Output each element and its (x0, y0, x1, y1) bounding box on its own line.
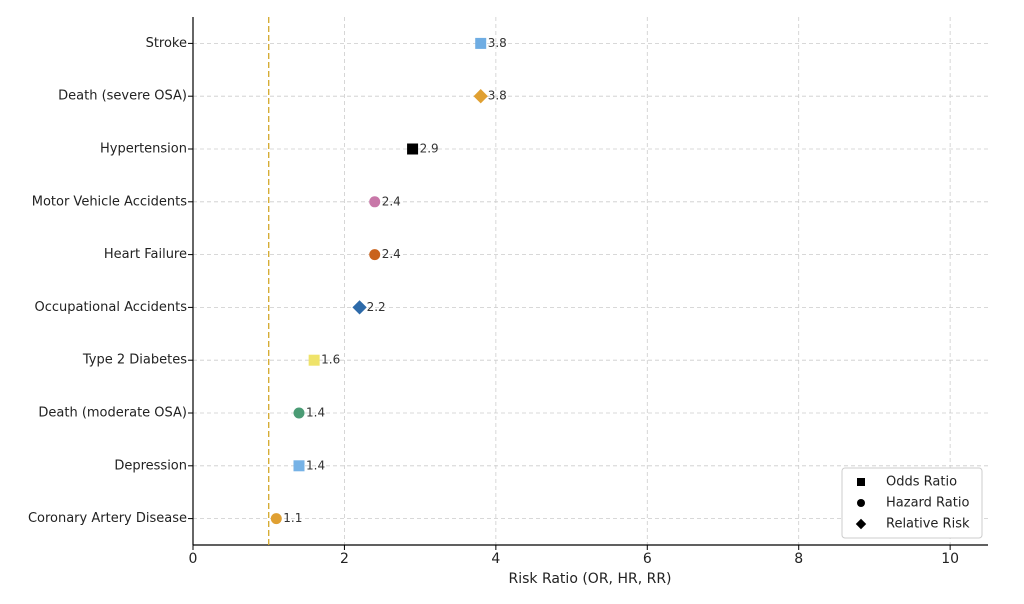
y-tick-label: Heart Failure (104, 247, 187, 262)
value-label: 3.8 (488, 89, 507, 103)
x-tick-label: 10 (941, 551, 959, 567)
point (293, 460, 305, 472)
x-axis-label: Risk Ratio (OR, HR, RR) (508, 571, 671, 587)
x-tick-label: 8 (794, 551, 803, 567)
y-tick-label: Death (moderate OSA) (38, 406, 187, 421)
point (369, 249, 381, 261)
y-tick-label: Occupational Accidents (34, 300, 187, 315)
y-tick-label: Stroke (146, 36, 187, 51)
legend-label: Odds Ratio (886, 475, 957, 490)
legend-marker (857, 478, 865, 486)
legend-label: Hazard Ratio (886, 496, 969, 511)
point (369, 196, 381, 208)
value-label: 1.4 (306, 458, 325, 472)
value-label: 2.4 (382, 194, 401, 208)
x-tick-label: 0 (189, 551, 198, 567)
legend-marker (857, 499, 865, 507)
legend-box (841, 467, 983, 539)
point (293, 407, 305, 419)
point (407, 143, 419, 155)
y-tick-label: Coronary Artery Disease (28, 511, 187, 526)
point (270, 513, 282, 525)
value-label: 1.6 (321, 353, 340, 367)
value-label: 3.8 (488, 36, 507, 50)
value-label: 1.4 (306, 406, 325, 420)
x-tick-label: 4 (491, 551, 500, 567)
legend-marker (855, 518, 867, 530)
y-tick-label: Depression (114, 458, 187, 473)
y-tick-label: Death (severe OSA) (58, 89, 187, 104)
point (308, 354, 320, 366)
value-label: 2.9 (420, 142, 439, 156)
value-label: 2.4 (382, 247, 401, 261)
x-tick-label: 2 (340, 551, 349, 567)
y-tick-label: Hypertension (100, 142, 187, 157)
x-tick-label: 6 (643, 551, 652, 567)
y-tick-label: Type 2 Diabetes (82, 353, 187, 368)
value-label: 1.1 (283, 511, 302, 525)
point (352, 300, 367, 315)
point (473, 89, 488, 104)
y-tick-label: Motor Vehicle Accidents (32, 194, 187, 209)
legend-label: Relative Risk (886, 517, 970, 532)
point (475, 37, 487, 49)
value-label: 2.2 (367, 300, 386, 314)
